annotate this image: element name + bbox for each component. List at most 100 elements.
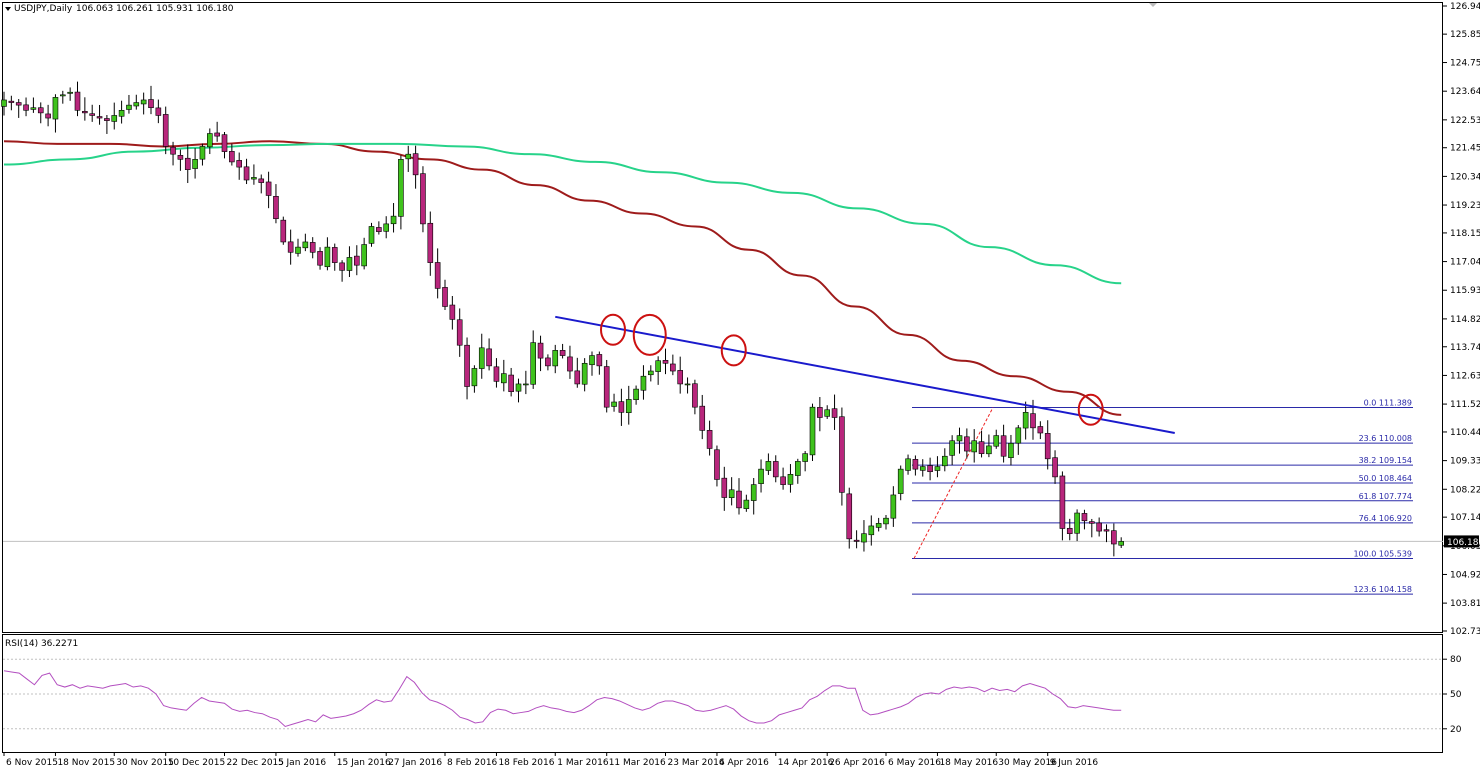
candle-body <box>486 348 492 367</box>
rsi-line <box>3 670 1122 728</box>
date-tick-label: 8 Feb 2016 <box>447 758 498 768</box>
candle-body <box>398 159 404 217</box>
candle-body <box>875 523 882 528</box>
candle-body <box>456 319 463 346</box>
candle-body <box>478 347 485 369</box>
candle-body <box>559 350 566 356</box>
date-tick-label: 9 Jun 2016 <box>1050 758 1099 768</box>
price-tick-label: 124.750 <box>1450 59 1480 69</box>
candle-body <box>89 113 95 116</box>
date-tick-label: 4 Apr 2016 <box>719 758 769 768</box>
candle-body <box>817 407 823 418</box>
candle-body <box>1015 427 1022 444</box>
price-tick-label: 123.640 <box>1450 87 1480 97</box>
date-tick-label: 10 Dec 2015 <box>168 758 226 768</box>
fibonacci-layer: 0.0 111.389 23.6 110.008 38.2 109.154 50.0 … <box>912 398 1413 595</box>
candle-body <box>229 151 235 163</box>
candle-body <box>148 99 154 109</box>
candle-body <box>574 370 581 385</box>
candle-body <box>23 104 29 111</box>
candle-body <box>508 374 514 392</box>
candle-body <box>956 435 963 442</box>
candles-layer <box>1 81 1124 557</box>
candle-body <box>317 251 323 266</box>
date-tick-label: 6 May 2016 <box>888 758 941 768</box>
candle-body <box>449 304 456 320</box>
candle-body <box>104 118 110 121</box>
candle-body <box>1118 541 1124 546</box>
candle-body <box>1037 426 1044 434</box>
date-tick-label: 1 Mar 2016 <box>557 758 609 768</box>
candle-body <box>1008 443 1014 458</box>
fib-level-label: 123.6 104.158 <box>1353 585 1412 594</box>
candle-body <box>897 468 904 494</box>
fib-level-label: 50.0 108.464 <box>1359 474 1412 483</box>
rsi-tick-label: 80 <box>1450 655 1462 665</box>
candle-body <box>170 146 176 155</box>
candle-body <box>912 459 919 470</box>
price-tick-label: 114.820 <box>1450 315 1480 325</box>
candle-body <box>280 219 287 243</box>
candle-body <box>647 370 654 376</box>
price-tick-label: 117.040 <box>1450 258 1480 268</box>
candle-body <box>420 173 426 225</box>
candle-body <box>831 408 838 418</box>
candle-body <box>251 177 257 180</box>
candle-body <box>74 91 81 111</box>
candle-body <box>412 153 419 176</box>
candle-body <box>309 242 316 253</box>
candle-body <box>405 153 412 160</box>
chart-shift-marker-icon[interactable] <box>1149 3 1157 7</box>
candle-body <box>537 342 544 359</box>
ma-fast-line <box>3 140 1122 416</box>
fib-level-label: 38.2 109.154 <box>1359 456 1412 465</box>
candle-body <box>941 455 948 467</box>
fib-level-label: 76.4 106.920 <box>1359 514 1412 523</box>
price-tick-label: 109.330 <box>1450 457 1480 467</box>
price-tick-label: 120.340 <box>1450 172 1480 182</box>
candle-body <box>1000 435 1007 457</box>
price-tick-label: 102.730 <box>1450 627 1480 637</box>
candle-body <box>868 525 875 536</box>
date-tick-label: 18 May 2016 <box>939 758 998 768</box>
candle-body <box>339 262 345 271</box>
price-tick-label: 119.230 <box>1450 201 1480 211</box>
rsi-tick-label: 20 <box>1450 725 1462 735</box>
candle-body <box>126 104 132 110</box>
candle-body <box>530 342 537 385</box>
candle-body <box>140 99 147 105</box>
candle-body <box>96 116 103 119</box>
price-tick-label: 111.520 <box>1450 400 1480 410</box>
candle-body <box>471 368 478 387</box>
candle-body <box>59 94 66 97</box>
candle-body <box>993 435 1000 447</box>
date-tick-label: 27 Jan 2016 <box>388 758 442 768</box>
candle-body <box>273 196 279 220</box>
circled-highs-layer <box>600 313 1104 426</box>
candle-body <box>640 375 647 391</box>
price-tick-label: 104.920 <box>1450 570 1480 580</box>
fib-level-label: 23.6 110.008 <box>1359 434 1412 443</box>
highlight-circle <box>1077 393 1104 426</box>
candle-body <box>184 157 191 170</box>
candle-body <box>464 344 470 387</box>
price-tick-label: 112.630 <box>1450 371 1480 381</box>
highlight-circle <box>600 313 626 346</box>
candle-body <box>684 383 691 386</box>
rsi-tick-label: 50 <box>1450 690 1462 700</box>
candle-body <box>750 484 757 501</box>
current-price-label: 106.180 <box>1447 538 1480 548</box>
price-tick-label: 113.740 <box>1450 343 1480 353</box>
candle-body <box>67 91 73 94</box>
candle-body <box>905 458 911 471</box>
price-tick-label: 110.440 <box>1450 428 1480 438</box>
candle-body <box>442 287 448 307</box>
candle-body <box>515 383 522 392</box>
candle-body <box>493 366 500 382</box>
candle-body <box>1022 412 1029 429</box>
date-tick-label: 30 Nov 2015 <box>116 758 174 768</box>
symbol-dropdown-icon[interactable] <box>5 7 11 11</box>
candle-body <box>302 241 309 249</box>
candle-body <box>802 453 808 462</box>
